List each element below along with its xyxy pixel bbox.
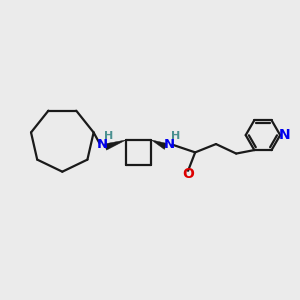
Text: H: H [171, 131, 181, 141]
Text: N: N [164, 138, 175, 151]
Text: O: O [182, 167, 194, 182]
Text: N: N [96, 138, 107, 151]
Polygon shape [151, 140, 167, 149]
Text: H: H [104, 131, 113, 141]
Text: N: N [278, 128, 290, 142]
Polygon shape [104, 140, 126, 150]
